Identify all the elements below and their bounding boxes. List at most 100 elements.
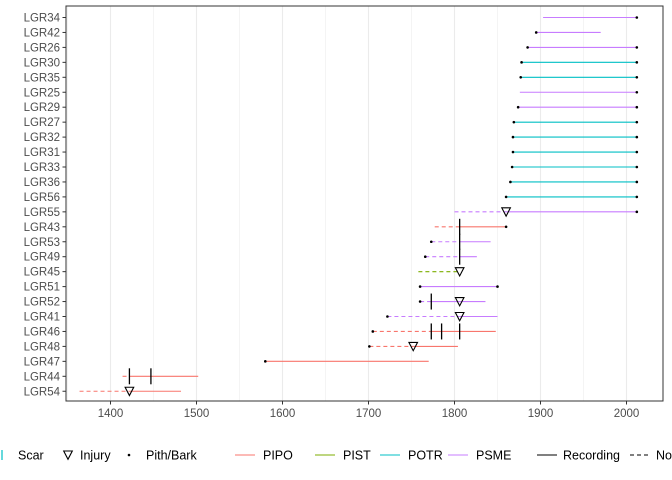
sample-lgr54	[79, 386, 182, 397]
x-tick-label: 1900	[528, 408, 554, 420]
y-tick-label: LGR45	[24, 267, 60, 279]
sample-lgr27	[512, 120, 639, 124]
pith-marker	[386, 315, 389, 318]
x-tick-label: 1600	[270, 408, 296, 420]
bark-marker	[635, 165, 639, 169]
pith-marker	[519, 76, 523, 79]
sample-lgr47	[264, 360, 429, 363]
pith-marker	[635, 16, 639, 19]
sample-segments	[79, 16, 639, 397]
sample-lgr44	[122, 368, 199, 385]
x-axis-tick-labels: 1400 1500 1600 1700 1800 1900 2000	[98, 401, 640, 420]
bark-marker	[635, 120, 639, 124]
bark-marker	[635, 135, 639, 139]
pith-marker	[371, 330, 375, 333]
bark-marker	[635, 76, 639, 79]
y-tick-label: LGR34	[24, 13, 61, 25]
y-tick-label: LGR31	[24, 147, 60, 159]
y-tick-label: LGR35	[24, 72, 60, 84]
y-tick-label: LGR30	[24, 57, 60, 69]
y-tick-label: LGR47	[24, 356, 60, 368]
sample-lgr33	[510, 165, 639, 169]
legend-label-pith-bark: Pith/Bark	[146, 449, 197, 463]
sample-lgr25	[519, 90, 639, 94]
pith-marker	[511, 135, 515, 139]
pith-marker	[504, 195, 508, 199]
y-tick-label: LGR53	[24, 237, 60, 249]
pith-marker	[418, 300, 422, 303]
legend-label-non-recording: No	[656, 449, 672, 463]
pith-marker	[512, 120, 516, 124]
y-tick-label: LGR33	[24, 162, 60, 174]
sample-lgr42	[534, 31, 601, 34]
pith-marker	[509, 180, 512, 184]
legend-label-potr: POTR	[408, 449, 443, 463]
sample-lgr34	[543, 16, 639, 19]
injury-marker	[500, 207, 512, 218]
pith-marker	[418, 285, 422, 288]
x-tick-label: 1500	[184, 408, 210, 420]
sample-lgr48	[368, 341, 458, 352]
sample-lgr29	[516, 105, 639, 109]
bark-marker	[635, 61, 639, 64]
injury-legend-key	[62, 450, 74, 461]
sample-lgr30	[520, 61, 639, 64]
y-tick-label: LGR43	[24, 222, 60, 234]
bark-marker	[635, 195, 639, 199]
sample-lgr32	[511, 135, 639, 139]
sample-lgr49	[423, 248, 477, 265]
y-tick-label: LGR29	[24, 102, 60, 114]
sample-lgr53	[429, 233, 491, 250]
y-tick-label: LGR32	[24, 132, 60, 144]
legend-label-psme: PSME	[476, 449, 511, 463]
y-tick-label: LGR36	[24, 177, 60, 189]
pith-marker	[510, 165, 514, 169]
y-tick-label: LGR41	[24, 312, 60, 324]
bark-marker	[504, 225, 508, 229]
sample-lgr36	[509, 180, 639, 184]
y-tick-label: LGR49	[24, 252, 60, 264]
injury-marker	[454, 297, 465, 308]
sample-lgr52	[418, 293, 486, 310]
pith-marker	[520, 61, 523, 64]
sample-lgr55	[454, 207, 639, 218]
bark-marker	[635, 150, 639, 154]
bark-marker	[496, 285, 499, 288]
pith-marker	[429, 240, 433, 244]
pith-marker	[534, 31, 538, 34]
y-tick-label: LGR52	[24, 297, 60, 309]
panel-border	[65, 5, 664, 402]
pith-marker	[264, 360, 267, 363]
sample-lgr43	[434, 218, 508, 235]
injury-marker	[124, 386, 135, 397]
legend-label-recording: Recording	[563, 449, 620, 463]
sample-lgr35	[519, 76, 639, 79]
sample-lgr41	[386, 311, 498, 322]
x-tick-label: 1700	[356, 408, 382, 420]
sample-lgr31	[511, 150, 639, 154]
x-tick-label: 1800	[442, 408, 468, 420]
pith-marker	[423, 255, 427, 258]
pith-marker	[516, 105, 520, 109]
pith-bark-legend-key	[127, 453, 131, 457]
y-tick-label: LGR25	[24, 87, 60, 99]
x-tick-label: 2000	[614, 408, 640, 420]
pith-marker	[368, 345, 371, 348]
legend-label-scar: Scar	[18, 449, 44, 463]
sample-lgr51	[418, 285, 499, 288]
bark-marker	[635, 46, 639, 49]
sample-lgr46	[371, 323, 496, 340]
injury-marker	[408, 341, 419, 352]
pith-marker	[511, 150, 515, 154]
sample-lgr45	[418, 267, 465, 278]
y-tick-label: LGR27	[24, 117, 60, 129]
y-tick-label: LGR44	[24, 371, 61, 383]
legend-label-injury: Injury	[80, 449, 111, 463]
y-axis-tick-labels: LGR34 LGR42 LGR26 LGR30 LGR35 LGR25 LGR29 LGR27…	[24, 13, 66, 398]
bark-marker	[635, 105, 639, 109]
y-tick-label: LGR46	[24, 326, 60, 338]
y-tick-label: LGR55	[24, 207, 60, 219]
y-tick-label: LGR54	[24, 386, 61, 398]
legend: Scar Injury Pith/Bark PIPO PIST POTR PSME Recor…	[1, 449, 672, 463]
